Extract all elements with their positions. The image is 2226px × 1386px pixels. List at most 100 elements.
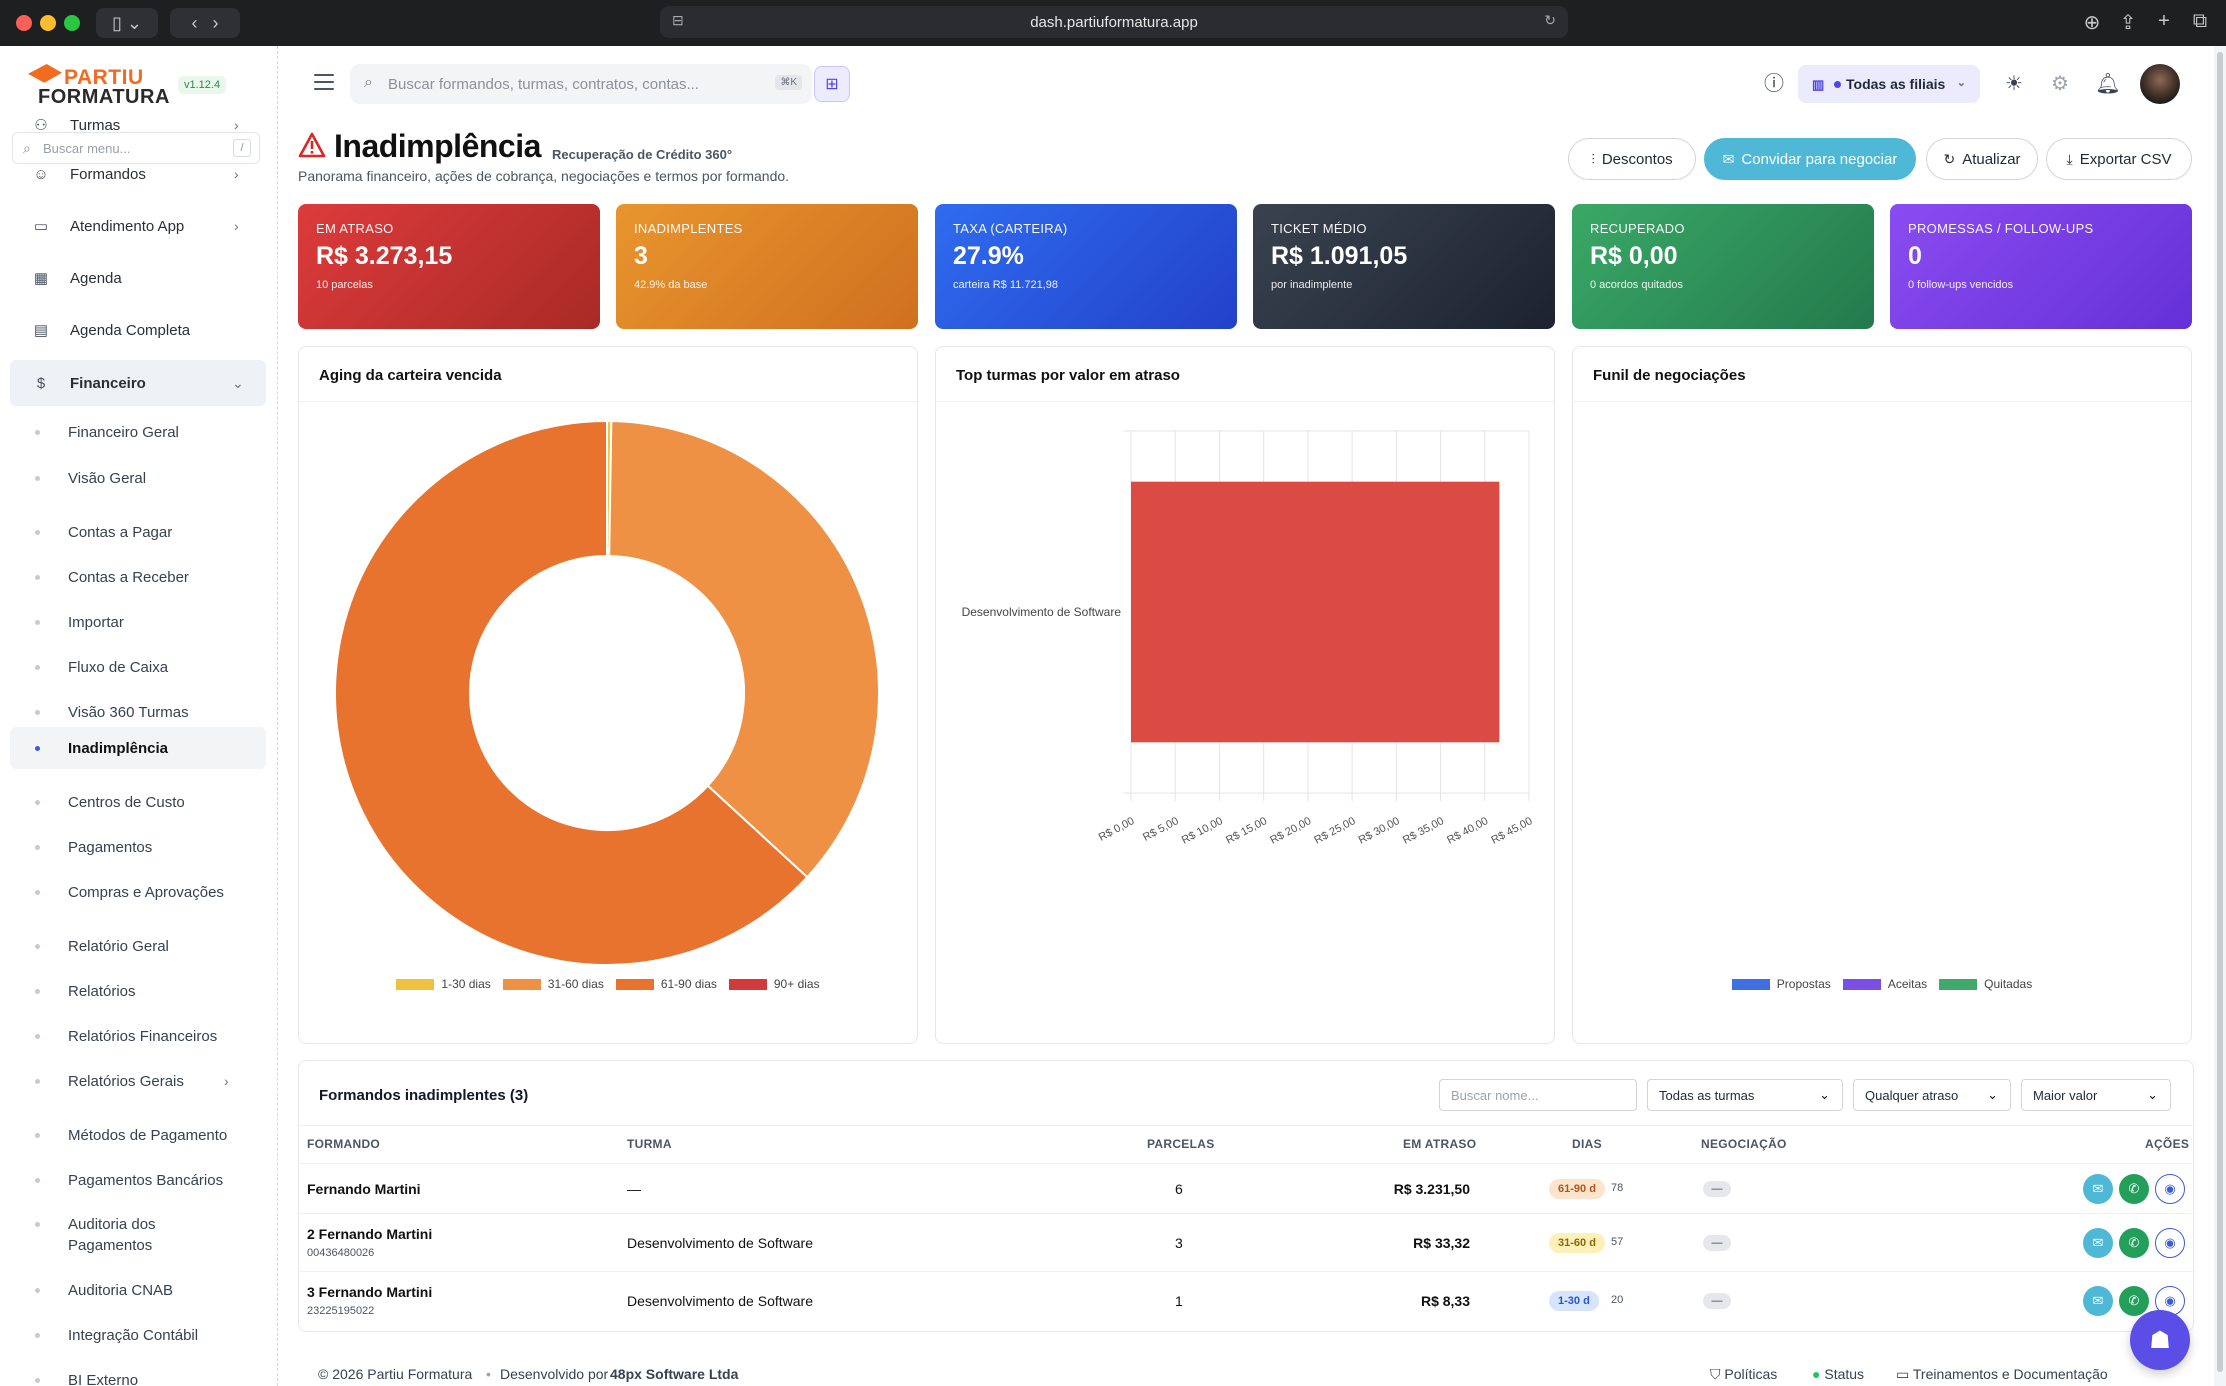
atraso-filter-select[interactable]: Qualquer atraso ⌄ [1853, 1079, 2011, 1111]
policies-link[interactable]: ⛉ Políticas [1710, 1366, 1777, 1383]
submenu-item[interactable]: Contas a Pagar [0, 521, 277, 543]
sort-select[interactable]: Maior valor ⌄ [2021, 1079, 2171, 1111]
new-tab-icon[interactable]: + [2158, 10, 2170, 32]
assistant-bot-button[interactable]: ☗ [2130, 1310, 2190, 1370]
avatar[interactable] [2140, 64, 2180, 104]
bell-icon[interactable]: 🔔︎ [2095, 73, 2121, 95]
legend-item[interactable]: Aceitas [1842, 977, 1927, 991]
submenu-item[interactable]: Financeiro Geral [0, 421, 277, 443]
sidebar-item-turmas[interactable]: ⚇ Turmas › [0, 112, 277, 138]
bar[interactable] [1131, 481, 1500, 743]
docs-link[interactable]: ▭ Treinamentos e Documentação [1896, 1366, 2108, 1383]
submenu-item[interactable]: Relatórios Financeiros [0, 1025, 277, 1047]
history-nav[interactable]: ‹ › [170, 8, 240, 38]
col-negociacao[interactable]: NEGOCIAÇÃO [1701, 1137, 1787, 1151]
submenu-item[interactable]: Fluxo de Caixa [0, 656, 277, 678]
sidebar-item-financeiro[interactable]: $ Financeiro ⌄ [10, 360, 266, 406]
formando-name[interactable]: 3 Fernando Martini [307, 1284, 433, 1300]
whatsapp-button[interactable]: ✆ [2119, 1174, 2149, 1204]
gear-icon[interactable]: ⚙ [2051, 73, 2069, 95]
footer-dev-prefix: Desenvolvido por [500, 1366, 609, 1382]
submenu-item[interactable]: Contas a Receber [0, 566, 277, 588]
help-icon[interactable]: ⓘ [1764, 73, 1784, 95]
col-parcelas[interactable]: PARCELAS [1147, 1137, 1215, 1151]
search-icon: ⌕ [23, 140, 31, 156]
name-search-input[interactable]: Buscar nome... [1439, 1079, 1637, 1111]
submenu-item[interactable]: Visão 360 Turmas [0, 701, 277, 723]
sidebar-item-atendimento-app[interactable]: ▭ Atendimento App › [0, 206, 277, 246]
submenu-item[interactable]: Relatório Geral [0, 935, 277, 957]
whatsapp-button[interactable]: ✆ [2119, 1228, 2149, 1258]
legend-item[interactable]: 61-90 dias [615, 977, 717, 991]
invite-negotiate-button[interactable]: ✉ Convidar para negociar [1704, 138, 1916, 180]
donut-slice[interactable] [608, 420, 880, 879]
reload-icon[interactable]: ↻ [1544, 12, 1556, 28]
legend-item[interactable]: Quitadas [1939, 977, 2032, 991]
app-logo[interactable]: PARTIU FORMATURA [28, 64, 169, 108]
email-button[interactable]: ✉ [2083, 1228, 2113, 1258]
sidebar-item-agenda-completa[interactable]: ▤ Agenda Completa [0, 310, 277, 350]
col-turma[interactable]: TURMA [627, 1137, 672, 1151]
submenu-item[interactable]: Visão Geral [0, 467, 277, 489]
turma-cell: Desenvolvimento de Software [627, 1293, 813, 1309]
col-dias[interactable]: DIAS [1572, 1137, 1602, 1151]
global-search-input[interactable]: ⌕ Buscar formandos, turmas, contratos, c… [350, 64, 812, 104]
table-row[interactable]: Fernando Martini — 6 R$ 3.231,50 61-90 d 78 — ✉… [299, 1163, 2195, 1213]
col-formando[interactable]: FORMANDO [307, 1137, 381, 1151]
formando-name[interactable]: Fernando Martini [307, 1181, 421, 1197]
submenu-item[interactable]: Relatórios [0, 980, 277, 1002]
donut-slice[interactable] [334, 419, 809, 966]
submenu-item[interactable]: Métodos de Pagamento [0, 1124, 277, 1146]
legend-item[interactable]: 31-60 dias [502, 977, 604, 991]
mail-icon: ✉ [2092, 1181, 2104, 1196]
sidebar-item-label: Formandos [70, 165, 146, 183]
submenu-item[interactable]: Pagamentos [0, 836, 277, 858]
legend-item[interactable]: Propostas [1731, 977, 1831, 991]
col-em-atraso[interactable]: EM ATRASO [1403, 1137, 1477, 1151]
whatsapp-button[interactable]: ✆ [2119, 1286, 2149, 1316]
view-button[interactable]: ◉ [2155, 1174, 2185, 1204]
users-icon: ⚇ [34, 117, 48, 134]
submenu-item[interactable]: Auditoria CNAB [0, 1279, 277, 1301]
submenu-item[interactable]: Relatórios Gerais › [0, 1070, 277, 1092]
table-row[interactable]: 2 Fernando Martini 00436480026 Desenvolvim… [299, 1213, 2195, 1271]
refresh-button[interactable]: ↻ Atualizar [1926, 138, 2038, 180]
submenu-item-label: Pagamentos Bancários [68, 1171, 224, 1189]
downloads-icon[interactable]: ⊕ [2083, 12, 2101, 34]
formando-name[interactable]: 2 Fernando Martini [307, 1226, 433, 1242]
sun-icon[interactable]: ☀ [2005, 73, 2023, 95]
submenu-item[interactable]: Compras e Aprovações [0, 881, 277, 903]
turma-filter-select[interactable]: Todas as turmas ⌄ [1647, 1079, 1843, 1111]
submenu-item[interactable]: BI Externo [0, 1369, 277, 1386]
email-button[interactable]: ✉ [2083, 1286, 2113, 1316]
sidebar-toggle-button[interactable]: ▯ ⌄ [96, 8, 158, 38]
menu-toggle-button[interactable] [314, 74, 334, 90]
email-button[interactable]: ✉ [2083, 1174, 2113, 1204]
discounts-button[interactable]: ⫶ Descontos [1568, 138, 1696, 180]
submenu-item[interactable]: Centros de Custo [0, 791, 277, 813]
submenu-item[interactable]: Integração Contábil [0, 1324, 277, 1346]
share-icon[interactable]: ⇪ [2119, 12, 2137, 34]
sidebar-item-formandos[interactable]: ☺ Formandos › [0, 154, 277, 194]
legend-item[interactable]: 90+ dias [728, 977, 820, 991]
apps-grid-button[interactable]: ⊞ [814, 66, 850, 102]
status-link[interactable]: ● Status [1812, 1366, 1864, 1382]
branch-selector[interactable]: ▥ Todas as filiais ⌄ [1798, 65, 1980, 103]
table-row[interactable]: 3 Fernando Martini 23225195022 Desenvolvim… [299, 1271, 2195, 1329]
submenu-item[interactable]: Importar [0, 611, 277, 633]
zoom-window-button[interactable] [64, 15, 80, 31]
tab-overview-icon[interactable]: ⧉ [2192, 10, 2208, 32]
view-button[interactable]: ◉ [2155, 1228, 2185, 1258]
submenu-item[interactable]: Auditoria dos Pagamentos [0, 1214, 277, 1256]
close-window-button[interactable] [16, 15, 32, 31]
sidebar-item-agenda[interactable]: ▦ Agenda [0, 258, 277, 298]
submenu-item[interactable]: Inadimplência [10, 727, 266, 769]
page-scrollbar[interactable] [2214, 46, 2226, 1386]
submenu-item[interactable]: Pagamentos Bancários [0, 1169, 277, 1191]
footer-dev-company[interactable]: 48px Software Ltda [610, 1366, 739, 1382]
menu-search-input[interactable]: ⌕ Buscar menu... / [12, 132, 260, 164]
legend-item[interactable]: 1-30 dias [396, 977, 491, 991]
export-csv-button[interactable]: ⤓ Exportar CSV [2046, 138, 2192, 180]
address-bar[interactable]: ⊟ dash.partiuformatura.app ↻ [660, 6, 1568, 38]
minimize-window-button[interactable] [40, 15, 56, 31]
